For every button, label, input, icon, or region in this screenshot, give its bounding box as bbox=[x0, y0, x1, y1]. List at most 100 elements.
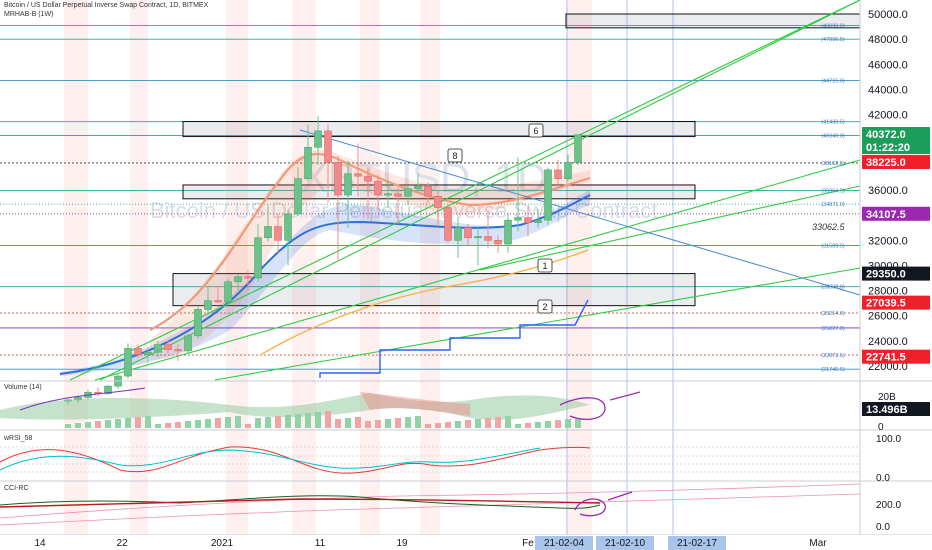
inline-price-label: 33062.5 bbox=[812, 222, 846, 232]
volume-bar bbox=[165, 423, 171, 428]
candle-body bbox=[524, 217, 532, 223]
price-badge-label: 22741.5 bbox=[866, 352, 906, 364]
level-price-label: (25027.0) bbox=[821, 326, 845, 332]
volume-bar bbox=[175, 422, 181, 428]
step-support-line bbox=[319, 299, 589, 378]
time-axis-label: Fe bbox=[522, 538, 534, 549]
volume-bar bbox=[205, 419, 211, 428]
time-axis-bg bbox=[0, 535, 932, 550]
level-price-label: (44715.0) bbox=[821, 78, 845, 84]
volume-bar bbox=[325, 411, 331, 428]
candle-body bbox=[344, 173, 352, 196]
volume-bar bbox=[355, 417, 361, 428]
price-tick-label: 28000.0 bbox=[868, 286, 908, 298]
candle-body bbox=[304, 146, 312, 179]
price-badge-label: 27039.5 bbox=[866, 298, 906, 310]
price-badge-label: 29350.0 bbox=[866, 269, 906, 281]
volume-bar bbox=[445, 422, 451, 428]
candle-body bbox=[154, 344, 162, 353]
downtrend-line bbox=[299, 129, 861, 296]
annotation-arrow bbox=[607, 491, 633, 501]
volume-bar bbox=[515, 424, 521, 428]
candle-body bbox=[354, 173, 362, 177]
date-badge bbox=[596, 536, 654, 550]
wave-label: 1 bbox=[542, 261, 547, 271]
price-tick-label: 24000.0 bbox=[868, 336, 908, 348]
candle-body bbox=[404, 188, 412, 197]
volume-bar bbox=[475, 419, 481, 428]
candle-body bbox=[164, 344, 172, 350]
salmon-moving-average bbox=[149, 152, 591, 331]
candle-body bbox=[444, 207, 452, 241]
candle-body bbox=[554, 169, 562, 179]
candle-body bbox=[414, 185, 422, 190]
candle-body bbox=[424, 185, 432, 197]
candle-body bbox=[434, 195, 442, 208]
candle-body bbox=[374, 180, 382, 196]
wrsi-tick: 0.0 bbox=[876, 473, 890, 484]
annotation-arrow bbox=[19, 387, 146, 411]
volume-bar bbox=[265, 417, 271, 428]
candle-body bbox=[314, 130, 322, 148]
candle-body bbox=[364, 175, 372, 182]
price-badge-label: 38225.0 bbox=[866, 157, 906, 169]
volume-bar bbox=[235, 416, 241, 428]
price-tick-label: 50000.0 bbox=[868, 9, 908, 21]
cci-pane-label: CCI-RC bbox=[4, 485, 29, 492]
candle-body bbox=[194, 309, 202, 337]
price-badge bbox=[862, 140, 930, 155]
cci-signal-line bbox=[0, 498, 601, 508]
volume-bar bbox=[555, 420, 561, 428]
price-tick-label: 42000.0 bbox=[868, 110, 908, 122]
price-badge-label: 01:22:20 bbox=[866, 142, 910, 154]
price-tick-label: 36000.0 bbox=[868, 185, 908, 197]
candle-body bbox=[274, 226, 282, 241]
level-price-label: (31589.5) bbox=[821, 243, 845, 249]
candle-body bbox=[534, 219, 542, 223]
volume-bar bbox=[405, 417, 411, 428]
cci-tick: 200.0 bbox=[876, 500, 901, 511]
volume-bar bbox=[575, 418, 581, 428]
candle-body bbox=[244, 276, 252, 279]
price-badge bbox=[862, 155, 930, 170]
level-price-label: (47996.5) bbox=[821, 37, 845, 43]
date-badge bbox=[668, 536, 726, 550]
price-badge bbox=[862, 127, 930, 142]
volume-bar bbox=[435, 423, 441, 428]
trend-line bbox=[214, 267, 861, 381]
volume-bar bbox=[95, 421, 101, 428]
price-tick-label: 32000.0 bbox=[868, 235, 908, 247]
level-price-label: (41433.5) bbox=[821, 120, 845, 126]
candle-body bbox=[474, 236, 482, 239]
supply-demand-zone bbox=[182, 120, 696, 138]
wrsi-signal-line bbox=[0, 447, 541, 471]
blue-moving-average bbox=[59, 194, 591, 375]
price-tick-label: 26000.0 bbox=[868, 311, 908, 323]
wave-label: 2 bbox=[542, 302, 547, 312]
wave-label-box bbox=[447, 148, 463, 163]
candle-body bbox=[294, 178, 302, 215]
volume-bar bbox=[565, 419, 571, 428]
candle-body bbox=[334, 162, 342, 196]
date-badge-label: 21-02-10 bbox=[605, 538, 645, 549]
volume-bar bbox=[75, 423, 81, 428]
candle-body bbox=[224, 281, 232, 303]
wrsi-pane-label: wRSI_58 bbox=[3, 435, 33, 442]
volume-bar bbox=[465, 420, 471, 428]
volume-ma-cloud bbox=[0, 393, 590, 420]
price-tick-label: 22000.0 bbox=[868, 361, 908, 373]
volume-bar bbox=[485, 418, 491, 428]
candle-body bbox=[284, 213, 292, 241]
time-axis-label: 19 bbox=[396, 538, 408, 549]
level-price-label: (26214.0) bbox=[821, 311, 845, 317]
volume-bar bbox=[65, 424, 71, 428]
candle-body bbox=[124, 348, 132, 377]
volume-bar bbox=[255, 418, 261, 428]
candle-body bbox=[504, 219, 512, 245]
level-price-label: (28308.0) bbox=[821, 285, 845, 291]
red-session-band bbox=[226, 0, 248, 535]
indicator-title: MRHAB-B (1W) bbox=[4, 11, 54, 18]
price-tick-label: 48000.0 bbox=[868, 34, 908, 46]
wrsi-tick: 100.0 bbox=[876, 434, 901, 445]
